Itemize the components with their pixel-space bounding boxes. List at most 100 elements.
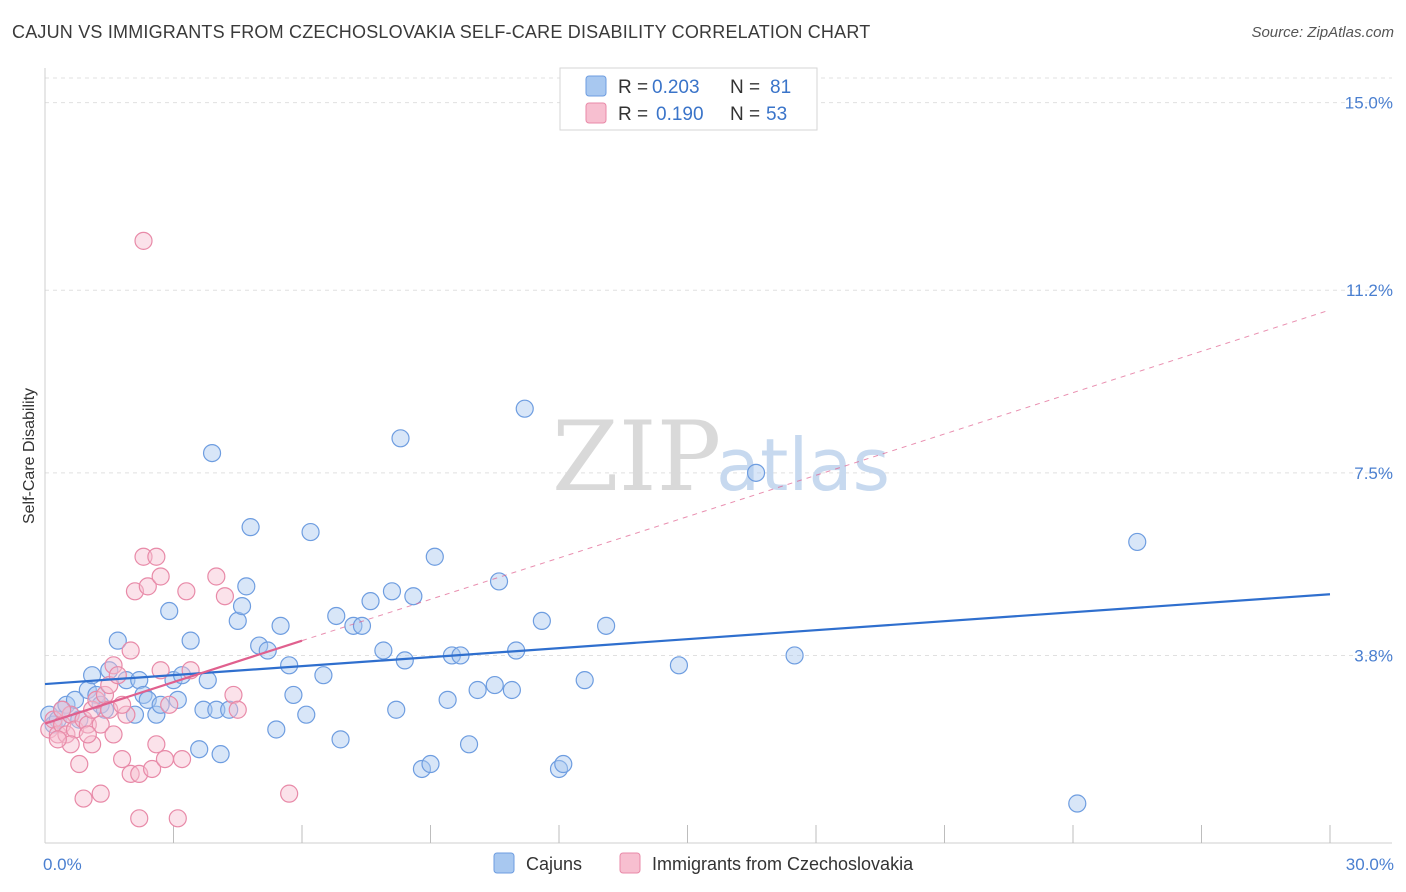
point-1-26 [130,809,149,828]
point-1-31 [151,661,170,680]
point-0-7 [70,710,89,729]
point-0-52 [374,641,393,660]
point-0-15 [117,671,136,690]
legend-swatch-cajuns [585,75,607,97]
point-0-26 [181,631,200,650]
watermark-zip: ZIP [552,401,721,513]
point-0-59 [421,754,440,774]
point-1-9 [78,715,97,734]
point-0-80 [1128,532,1147,552]
point-1-49 [48,730,67,749]
point-0-58 [412,759,432,779]
chart-source: Source: ZipAtlas.com [1251,24,1394,41]
point-0-74 [575,671,594,690]
legend-n-value-czech: 53 [766,104,787,125]
point-1-7 [70,754,89,774]
point-1-27 [134,547,153,566]
point-0-47 [327,606,346,626]
y-tick-label-3: 15.0% [1345,94,1393,113]
point-0-20 [147,705,166,724]
point-1-30 [147,547,166,566]
point-0-71 [532,611,551,631]
point-0-54 [387,700,406,719]
point-1-46 [74,789,93,808]
point-0-6 [65,690,85,709]
legend-swatch-czech [585,102,607,124]
trend-lines [44,309,1331,725]
bottom-legend-swatch-czech [619,852,641,874]
point-0-79 [1068,794,1087,813]
point-1-45 [91,784,110,803]
point-0-30 [202,443,222,463]
legend-n-label-cajuns: N = [730,77,765,98]
point-0-46 [314,666,333,685]
point-0-73 [554,754,573,774]
gridlines [45,77,1392,656]
point-1-42 [228,700,247,719]
legend-r-label-czech: R = [618,104,653,125]
point-0-61 [438,690,457,709]
point-0-48 [331,730,350,749]
point-0-66 [485,675,504,695]
point-0-32 [211,745,230,764]
point-0-57 [404,587,423,606]
y-tick-label-0: 3.8% [1354,646,1393,665]
point-0-68 [502,680,521,700]
point-1-19 [108,666,127,685]
point-0-51 [361,592,380,611]
tick-labels: 3.8% 7.5% 11.2% 15.0% 0.0% 30.0% [43,94,1394,874]
point-0-28 [194,700,213,719]
point-1-33 [155,749,175,769]
point-1-28 [138,577,157,596]
point-1-35 [168,809,187,828]
watermark-atlas: atlas [716,423,890,507]
point-0-67 [489,572,509,591]
legend-r-value-czech: 0.190 [656,104,704,125]
point-1-4 [57,725,76,744]
point-1-12 [87,690,106,709]
y-tick-label-2: 11.2% [1346,281,1393,300]
point-0-44 [297,705,316,724]
point-0-60 [425,547,444,566]
point-1-40 [215,587,234,606]
point-0-76 [669,656,689,675]
point-0-34 [228,611,247,631]
legend-r-label-cajuns: R = [618,77,653,98]
legend-n-label-czech: N = [730,104,765,125]
point-1-43 [280,784,299,803]
point-0-55 [391,429,410,448]
point-1-34 [160,695,179,714]
point-0-43 [284,685,303,705]
point-1-18 [104,725,123,744]
bottom-legend-label-cajuns: Cajuns [526,854,582,874]
point-0-14 [108,631,127,650]
bottom-legend-swatch-cajuns [493,852,515,874]
point-1-20 [112,749,132,769]
trend-line-czech [44,639,303,725]
point-0-53 [382,582,402,601]
point-0-40 [267,720,286,739]
chart-title: CAJUN VS IMMIGRANTS FROM CZECHOSLOVAKIA … [12,22,871,42]
point-0-77 [746,463,766,482]
point-0-37 [241,518,260,537]
point-0-35 [232,596,252,616]
point-0-64 [459,735,479,754]
point-1-36 [172,749,192,769]
x-tick-label-0: 0.0% [43,855,82,874]
point-0-24 [168,690,187,709]
point-1-52 [78,725,97,744]
point-1-23 [121,641,140,660]
point-1-10 [83,735,102,754]
point-0-22 [160,601,179,621]
point-0-41 [271,616,290,635]
y-tick-label-1: 7.5% [1354,464,1393,483]
point-0-78 [785,646,804,665]
point-0-42 [280,656,299,675]
point-0-75 [597,616,616,635]
point-0-39 [258,641,277,660]
point-1-32 [151,567,170,586]
point-1-29 [142,759,162,779]
trend-line-cajuns [44,593,1331,686]
point-0-36 [237,577,256,596]
point-0-31 [207,700,226,719]
